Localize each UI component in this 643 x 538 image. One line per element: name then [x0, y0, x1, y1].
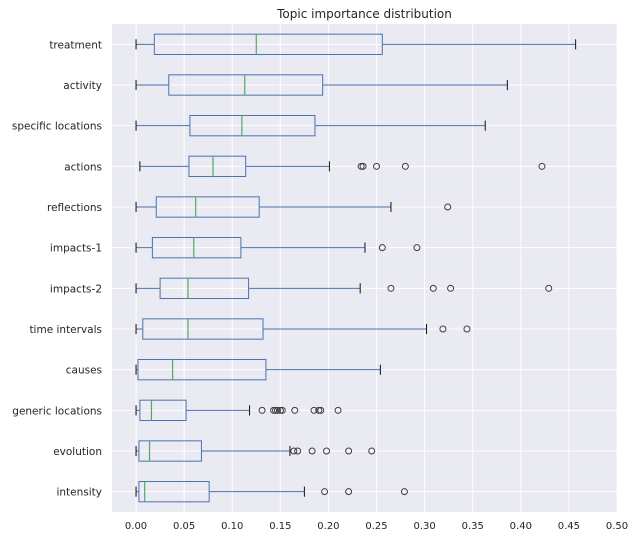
outlier-point	[400, 488, 408, 496]
category-label: causes	[66, 365, 102, 377]
outlier-point	[345, 447, 353, 455]
x-tick-label: 0.10	[221, 521, 243, 532]
category-label: impacts-1	[50, 243, 102, 255]
box-reflections	[135, 196, 452, 218]
category-label: generic locations	[12, 405, 102, 417]
outlier-point	[413, 244, 421, 252]
outlier-point	[545, 284, 553, 292]
box-time-intervals	[135, 318, 471, 340]
category-label: specific locations	[12, 121, 102, 133]
category-label: time intervals	[29, 324, 102, 336]
x-tick-label: 0.45	[558, 521, 580, 532]
iqr-box	[138, 440, 202, 462]
outlier-point	[323, 447, 331, 455]
outlier-point	[272, 406, 280, 414]
outlier-point	[310, 406, 318, 414]
outlier-point	[447, 284, 455, 292]
x-tick-label: 0.05	[173, 521, 195, 532]
iqr-box	[142, 318, 264, 340]
category-label: activity	[63, 80, 102, 92]
outlier-point	[439, 325, 447, 333]
iqr-box	[153, 33, 383, 56]
iqr-box	[168, 74, 324, 96]
outlier-point	[294, 447, 302, 455]
x-tick-label: 0.20	[317, 521, 339, 532]
box-treatment	[135, 33, 577, 56]
box-impacts-1	[135, 237, 421, 259]
box-layer	[135, 33, 577, 503]
iqr-box	[139, 399, 187, 421]
category-label: reflections	[47, 202, 102, 214]
box-specific-locations	[135, 115, 486, 137]
x-tick-label: 0.00	[125, 521, 147, 532]
outlier-point	[321, 488, 329, 496]
outlier-point	[345, 488, 353, 496]
outlier-point	[270, 406, 278, 414]
category-label: impacts-2	[50, 283, 102, 295]
outlier-point	[538, 162, 546, 170]
iqr-box	[188, 155, 247, 178]
box-evolution	[135, 440, 376, 462]
outlier-point	[373, 162, 381, 170]
iqr-box	[155, 196, 260, 218]
box-intensity	[135, 481, 408, 503]
x-tick-label: 0.50	[606, 521, 628, 532]
box-actions	[139, 155, 546, 178]
category-label: actions	[64, 161, 102, 173]
iqr-box	[159, 277, 250, 299]
outlier-point	[359, 162, 367, 170]
x-tick-label: 0.40	[510, 521, 532, 532]
outlier-point	[368, 447, 376, 455]
outlier-point	[258, 406, 266, 414]
x-tick-label: 0.15	[269, 521, 291, 532]
iqr-box	[151, 237, 242, 259]
outlier-point	[273, 406, 281, 414]
outlier-point	[315, 406, 323, 414]
box-generic-locations	[135, 399, 342, 421]
box-activity	[135, 74, 508, 96]
category-label: intensity	[56, 487, 102, 499]
outlier-point	[278, 406, 286, 414]
outlier-point	[290, 447, 298, 455]
outlier-point	[357, 162, 365, 170]
label-layer: 0.00 0.05 0.10 0.15 0.20 0.25 0.30 0.35 0.40 0.45…	[12, 39, 628, 532]
chart-title: Topic importance distribution	[276, 7, 452, 21]
plot-background	[112, 24, 617, 512]
outlier-point	[334, 406, 342, 414]
outlier-point	[463, 325, 471, 333]
x-tick-label: 0.30	[413, 521, 435, 532]
outlier-point	[401, 162, 409, 170]
outlier-point	[378, 244, 386, 252]
outlier-point	[291, 406, 299, 414]
outlier-point	[387, 284, 395, 292]
box-impacts-2	[135, 277, 553, 299]
outlier-point	[444, 203, 452, 211]
category-label: evolution	[53, 446, 102, 458]
x-tick-label: 0.35	[462, 521, 484, 532]
iqr-box	[137, 359, 267, 381]
iqr-box	[189, 115, 316, 137]
box-causes	[135, 359, 381, 381]
outlier-point	[317, 406, 325, 414]
outlier-point	[276, 406, 284, 414]
category-label: treatment	[49, 39, 102, 51]
iqr-box	[138, 481, 210, 503]
x-tick-label: 0.25	[365, 521, 387, 532]
outlier-point	[308, 447, 316, 455]
outlier-point	[429, 284, 437, 292]
